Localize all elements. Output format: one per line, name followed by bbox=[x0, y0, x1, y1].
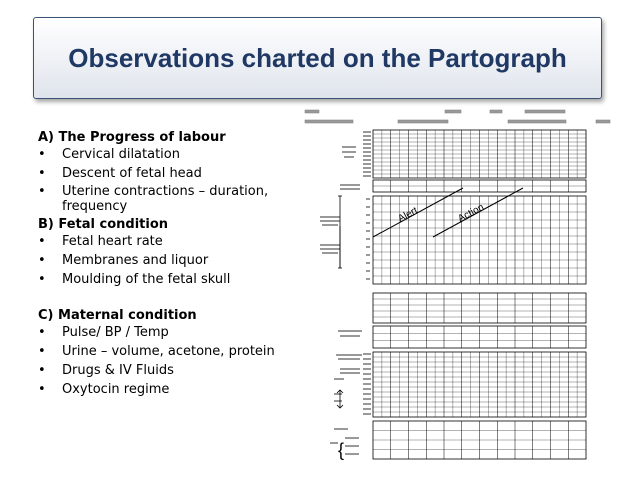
slide-title: Observations charted on the Partograph bbox=[68, 42, 567, 73]
bullet-icon: • bbox=[38, 234, 46, 249]
fetal-list: • Fetal heart rate • Membranes and liquor … bbox=[38, 233, 290, 288]
partograph-form-image: { Alert Action bbox=[304, 109, 611, 460]
list-item: • Membranes and liquor bbox=[38, 253, 209, 268]
bullet-icon: • bbox=[38, 272, 46, 287]
partograph-header bbox=[304, 109, 611, 124]
partograph-brackets: { bbox=[336, 195, 344, 460]
progress-list: • Cervical dilatation • Descent of fetal h… bbox=[38, 146, 290, 214]
bullet-icon: • bbox=[38, 253, 46, 268]
list-item: • Uterine contractions – duration, freque… bbox=[38, 184, 269, 214]
alert-line bbox=[372, 187, 464, 238]
bullet-icon: • bbox=[38, 382, 46, 397]
bullet-icon: • bbox=[38, 147, 46, 162]
list-item: • Oxytocin regime bbox=[38, 382, 170, 397]
section-heading-progress: A) The Progress of labour bbox=[38, 130, 226, 145]
bullet-icon: • bbox=[38, 325, 46, 340]
partograph-row-labels bbox=[320, 146, 362, 455]
action-line bbox=[432, 187, 524, 238]
bullet-icon: • bbox=[38, 184, 46, 199]
fetal-heart-rate-grid bbox=[363, 129, 587, 179]
liquor-moulding-rows bbox=[372, 179, 587, 193]
list-item: • Urine – volume, acetone, protein bbox=[38, 344, 275, 359]
temp-urine-grid bbox=[372, 420, 587, 460]
curly-brace: { bbox=[338, 440, 344, 460]
bullet-icon: • bbox=[38, 166, 46, 181]
list-item: • Moulding of the fetal skull bbox=[38, 272, 231, 287]
bullet-icon: • bbox=[38, 344, 46, 359]
list-item: • Fetal heart rate bbox=[38, 234, 163, 249]
oxytocin-drugs-grid bbox=[372, 325, 587, 349]
list-item: • Descent of fetal head bbox=[38, 166, 202, 181]
action-label: Action bbox=[456, 202, 486, 225]
bullet-icon: • bbox=[38, 363, 46, 378]
list-item: • Cervical dilatation bbox=[38, 147, 180, 162]
title-box: Observations charted on the Partograph bbox=[33, 17, 602, 99]
content-list: A) The Progress of labour • Cervical dila… bbox=[38, 129, 290, 400]
list-item: • Drugs & IV Fluids bbox=[38, 363, 174, 378]
section-heading-fetal: B) Fetal condition bbox=[38, 217, 169, 232]
maternal-list: • Pulse/ BP / Temp • Urine – volume, aceto… bbox=[38, 324, 290, 398]
list-item: • Pulse/ BP / Temp bbox=[38, 325, 169, 340]
section-heading-maternal: C) Maternal condition bbox=[38, 308, 197, 323]
pulse-bp-grid bbox=[363, 351, 587, 418]
contractions-grid bbox=[372, 292, 587, 324]
